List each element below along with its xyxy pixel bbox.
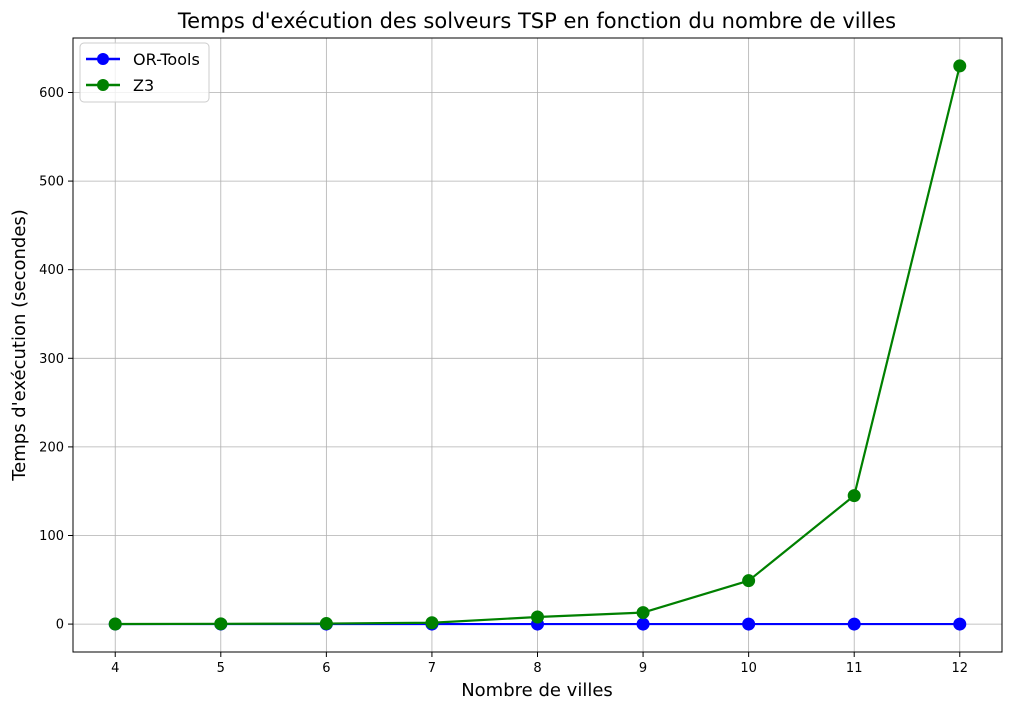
x-tick-label: 5 xyxy=(217,661,225,676)
x-tick-label: 12 xyxy=(951,661,968,676)
y-tick-label: 500 xyxy=(39,175,64,190)
data-point-or-tools xyxy=(847,617,861,631)
data-point-or-tools xyxy=(742,617,756,631)
y-tick-label: 0 xyxy=(56,618,64,633)
y-axis-label: Temps d'exécution (secondes) xyxy=(9,209,30,482)
legend-label-z3: Z3 xyxy=(133,76,154,95)
legend: OR-Tools Z3 xyxy=(79,42,210,103)
x-tick-label: 9 xyxy=(639,661,647,676)
ticks: 4 5 6 7 8 9 10 11 12 0 100 200 300 400 500 600 xyxy=(39,86,968,676)
data-point-z3 xyxy=(953,59,967,73)
x-tick-label: 8 xyxy=(533,661,541,676)
series-layer xyxy=(108,59,967,631)
legend-swatch-marker-or-tools xyxy=(97,53,109,65)
data-point-or-tools xyxy=(953,617,967,631)
y-tick-label: 300 xyxy=(39,352,64,367)
data-point-z3 xyxy=(636,606,650,620)
x-tick-label: 7 xyxy=(428,661,436,676)
legend-swatch-marker-z3 xyxy=(97,79,109,91)
x-axis-label: Nombre de villes xyxy=(461,680,613,701)
data-point-z3 xyxy=(425,616,439,630)
y-tick-label: 100 xyxy=(39,529,64,544)
x-tick-label: 10 xyxy=(740,661,757,676)
data-point-z3 xyxy=(742,574,756,588)
x-tick-label: 6 xyxy=(322,661,330,676)
grid xyxy=(73,38,1002,652)
chart-title: Temps d'exécution des solveurs TSP en fo… xyxy=(177,9,896,33)
y-tick-label: 600 xyxy=(39,86,64,101)
data-point-z3 xyxy=(108,617,122,631)
y-tick-label: 200 xyxy=(39,440,64,455)
data-point-z3 xyxy=(531,610,544,624)
data-point-z3 xyxy=(847,489,861,503)
data-point-z3 xyxy=(214,617,228,631)
x-tick-label: 11 xyxy=(846,661,863,676)
legend-label-or-tools: OR-Tools xyxy=(133,50,200,69)
data-point-z3 xyxy=(319,617,333,631)
x-tick-label: 4 xyxy=(111,661,119,676)
data-point-or-tools xyxy=(636,617,650,631)
y-tick-label: 400 xyxy=(39,263,64,278)
